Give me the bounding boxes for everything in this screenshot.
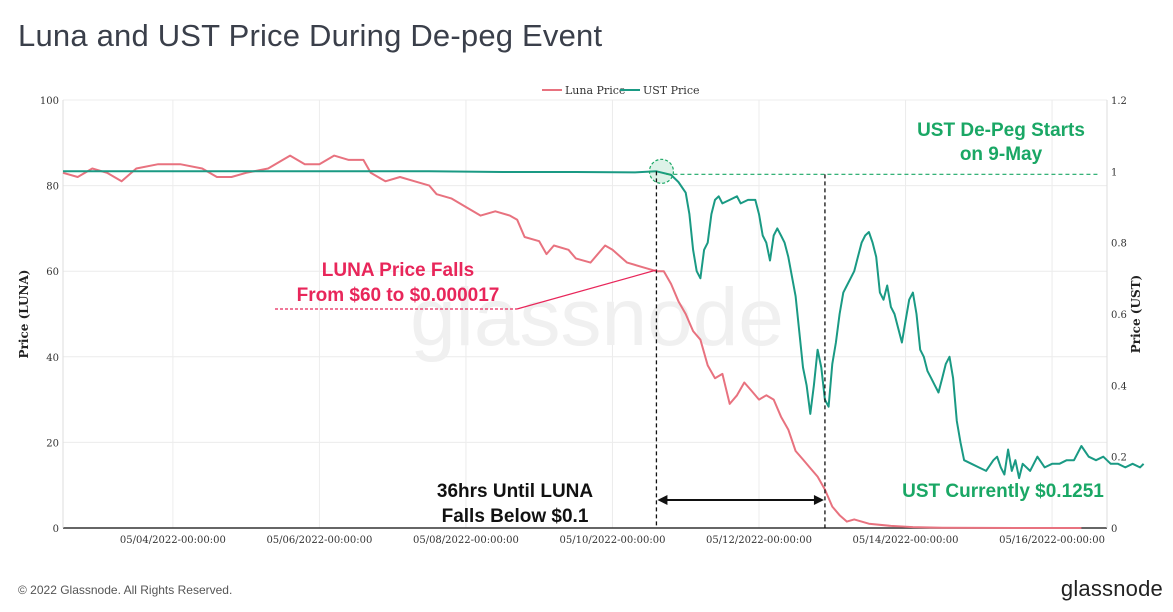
y-tick-label-left: 0: [53, 524, 59, 535]
y-tick-label-left: 20: [46, 438, 59, 449]
y-tick-label-right: 0.6: [1111, 310, 1127, 321]
brand-logo: glassnode: [1060, 576, 1163, 601]
legend: Luna Price UST Price: [542, 84, 700, 97]
series: [62, 154, 1145, 529]
y-tick-label-left: 60: [46, 267, 59, 278]
ust-price-line: [63, 170, 1145, 480]
y-ticks-left: 0 20 40 60 80 100: [40, 96, 59, 535]
ust-current-annotation: UST Currently $0.1251: [902, 481, 1104, 502]
y-axis-label-left: Price (LUNA): [17, 270, 31, 359]
y-tick-label-right: 0: [1111, 524, 1117, 535]
x-tick-label: 05/08/2022-00:00:00: [413, 535, 519, 546]
x-tick-label: 05/10/2022-00:00:00: [560, 535, 666, 546]
y-tick-label-left: 40: [46, 353, 59, 364]
y-tick-label-left: 100: [40, 96, 59, 107]
luna-fall-annotation: LUNA Price Falls From $60 to $0.000017: [297, 260, 500, 306]
y-tick-label-right: 0.4: [1111, 381, 1127, 392]
depeg-marker: [648, 158, 675, 184]
luna-price-line: [62, 154, 1082, 529]
x-tick-label: 05/12/2022-00:00:00: [706, 535, 812, 546]
duration-annotation: 36hrs Until LUNA Falls Below $0.1: [437, 481, 594, 527]
y-ticks-right: 0 0.2 0.4 0.6 0.8 1 1.2: [1111, 96, 1127, 535]
y-tick-label-left: 80: [46, 182, 59, 193]
depeg-annotation: UST De-Peg Starts on 9-May: [917, 120, 1085, 165]
page-title: Luna and UST Price During De-peg Event: [18, 18, 603, 53]
x-tick-label: 05/14/2022-00:00:00: [853, 535, 959, 546]
x-ticks: 05/04/2022-00:00:00 05/06/2022-00:00:00 05…: [120, 535, 1105, 546]
y-tick-label-right: 0.8: [1111, 239, 1127, 250]
annotations: UST De-Peg Starts on 9-May LUNA Price Fall…: [275, 120, 1104, 528]
legend-label: UST Price: [643, 84, 700, 97]
y-tick-label-right: 1.2: [1111, 96, 1127, 107]
y-tick-label-right: 1: [1111, 167, 1117, 178]
x-tick-label: 05/04/2022-00:00:00: [120, 535, 226, 546]
arrow-head-right: [813, 495, 824, 505]
copyright: © 2022 Glassnode. All Rights Reserved.: [18, 583, 233, 597]
y-axis-label-right: Price (UST): [1129, 275, 1143, 353]
x-tick-label: 05/16/2022-00:00:00: [999, 535, 1105, 546]
legend-label: Luna Price: [565, 84, 625, 97]
arrow-head-left: [657, 495, 668, 505]
y-tick-label-right: 0.2: [1111, 453, 1127, 464]
x-tick-label: 05/06/2022-00:00:00: [266, 535, 372, 546]
luna-fall-pointer: [516, 269, 657, 310]
